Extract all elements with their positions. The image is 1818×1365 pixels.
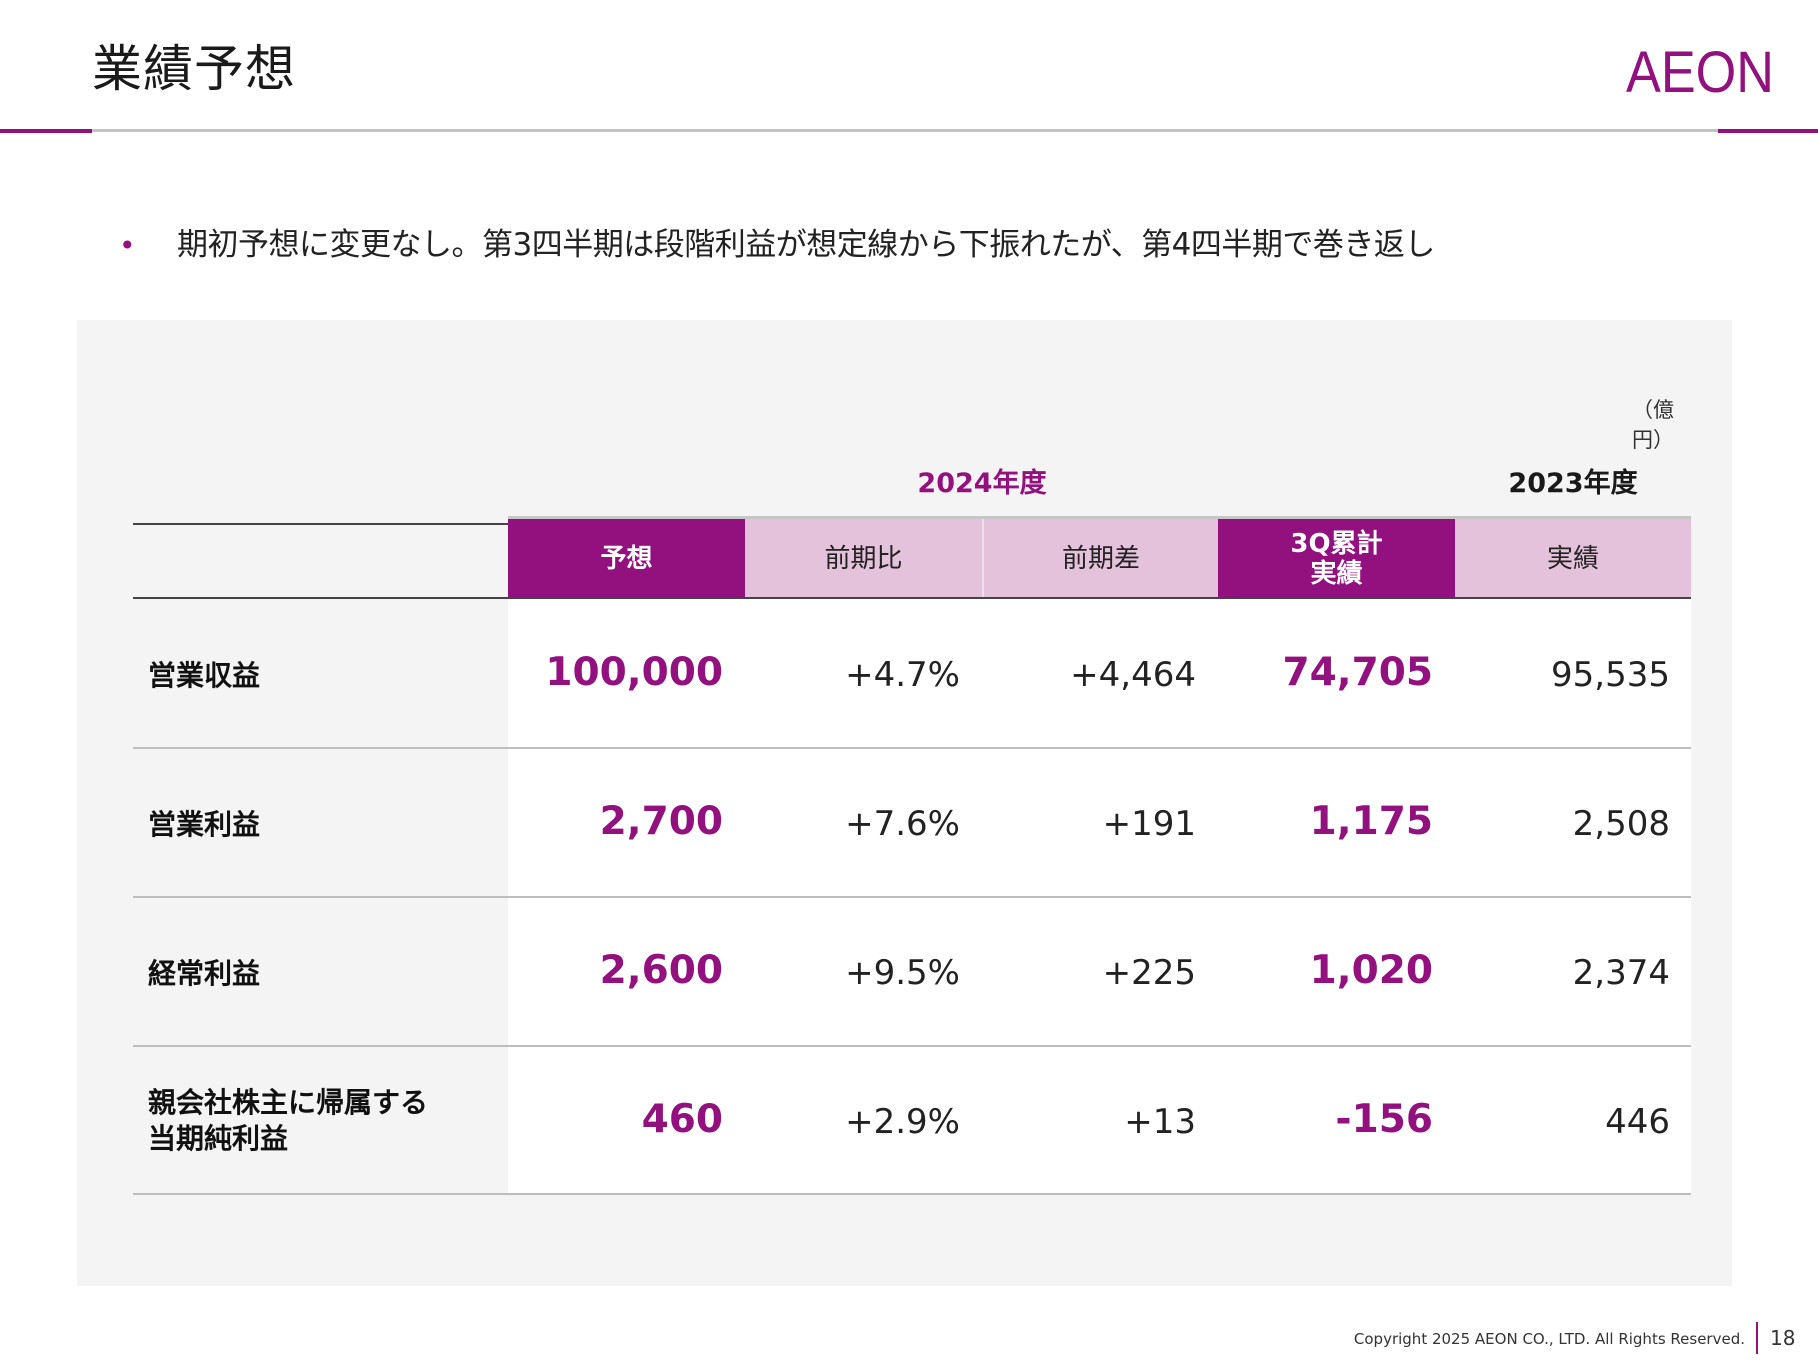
table-cell: 2,700	[599, 799, 723, 844]
column-header-yoy-ratio: 前期比	[745, 519, 982, 598]
table-cell: 1,020	[1309, 948, 1433, 993]
footer-divider	[1756, 1322, 1758, 1354]
fiscal-year-prior: 2023年度	[1508, 468, 1638, 499]
header-rule-accent-right	[1718, 129, 1818, 133]
column-header-label: 実績	[1310, 558, 1363, 589]
column-header-label: 前期比	[824, 543, 903, 574]
table-cell: +13	[1124, 1102, 1196, 1142]
table-cell: +7.6%	[845, 804, 960, 844]
table-cell: +191	[1102, 804, 1196, 844]
column-header-label: 予想	[600, 543, 653, 574]
page-title: 業績予想	[92, 40, 296, 98]
row-label-net-income-line1: 親会社株主に帰属する	[148, 1086, 429, 1119]
page-number: 18	[1770, 1326, 1796, 1350]
table-cell: +4,464	[1070, 655, 1196, 695]
row-divider	[133, 896, 1691, 898]
header-top-line	[508, 516, 1691, 519]
summary-bullet: 期初予想に変更なし。第3四半期は段階利益が想定線から下振れたが、第4四半期で巻き…	[177, 227, 1435, 263]
table-cell: 446	[1605, 1102, 1670, 1142]
table-cell: +9.5%	[845, 953, 960, 993]
row-divider	[133, 1193, 1691, 1195]
table-cell: 95,535	[1551, 655, 1670, 695]
table-cell: 2,508	[1572, 804, 1670, 844]
column-header-forecast: 予想	[508, 519, 745, 598]
bullet-dot: •	[119, 229, 136, 262]
table-cell: 2,374	[1572, 953, 1670, 993]
table-cell: 100,000	[545, 650, 723, 695]
svg-text:AEON: AEON	[1626, 40, 1774, 100]
table-cell: 2,600	[599, 948, 723, 993]
row-label-net-income-line2: 当期純利益	[148, 1122, 289, 1155]
table-cell: +2.9%	[845, 1102, 960, 1142]
table-cell: 1,175	[1309, 799, 1433, 844]
table-cell: 74,705	[1282, 650, 1434, 695]
copyright-text: Copyright 2025 AEON CO., LTD. All Rights…	[1353, 1330, 1745, 1348]
column-header-label: 実績	[1546, 543, 1599, 574]
header-rule	[0, 129, 1818, 132]
table-cell: 460	[641, 1097, 723, 1142]
column-header-label: 前期差	[1061, 543, 1140, 574]
label-column-top-line	[133, 523, 508, 525]
column-header-3q-actual: 3Q累計 実績	[1218, 519, 1455, 598]
column-header-prior-actual: 実績	[1455, 519, 1691, 598]
table-cell: +225	[1102, 953, 1196, 993]
row-label-ordinary-income: 経常利益	[148, 957, 261, 990]
row-divider	[133, 597, 1691, 599]
table-cell: -156	[1335, 1097, 1433, 1142]
row-divider	[133, 747, 1691, 749]
row-divider	[133, 1045, 1691, 1047]
fiscal-year-current: 2024年度	[917, 468, 1047, 499]
unit-label: （億円）	[1632, 398, 1674, 452]
header-rule-accent-left	[0, 129, 92, 133]
table-cell: +4.7%	[845, 655, 960, 695]
aeon-logo: AEON	[1626, 40, 1774, 100]
row-label-operating-revenue: 営業収益	[148, 659, 261, 692]
column-header-yoy-diff: 前期差	[982, 519, 1218, 598]
column-header-label: 3Q累計	[1290, 528, 1383, 559]
row-label-operating-income: 営業利益	[148, 808, 261, 841]
